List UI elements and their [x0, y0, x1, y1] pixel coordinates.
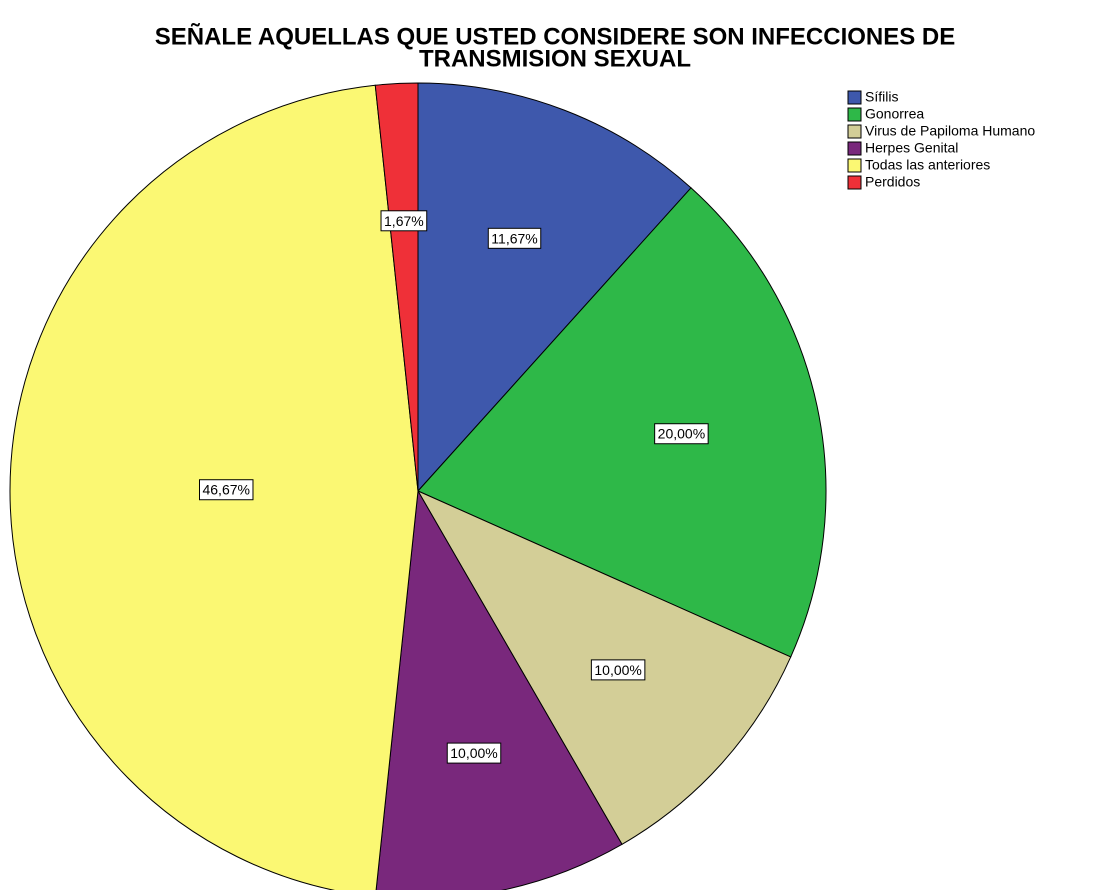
data-label: 10,00% [594, 662, 641, 678]
data-label-box [380, 210, 428, 232]
data-label-box [487, 227, 542, 249]
pie-slice [374, 82, 419, 492]
data-label: 10,00% [450, 745, 497, 761]
legend-label: Sífilis [865, 89, 898, 105]
data-label-box [590, 659, 646, 681]
legend-swatch [847, 124, 862, 139]
legend-label: Herpes Genital [865, 140, 958, 156]
data-label: 11,67% [491, 230, 537, 246]
data-label: 20,00% [658, 426, 705, 442]
data-label-box [654, 423, 709, 445]
chart-title: SEÑALE AQUELLAS QUE USTED CONSIDERE SON … [155, 22, 956, 50]
legend-swatch [847, 90, 862, 105]
pie-slice [417, 82, 692, 493]
pie-slice [375, 489, 623, 890]
chart-title: TRANSMISION SEXUAL [419, 45, 691, 72]
legend-label: Perdidos [865, 174, 920, 190]
data-label-box [198, 479, 254, 501]
legend-swatch [847, 175, 862, 190]
pie-slice [417, 187, 827, 658]
data-label: 1,67% [384, 213, 424, 229]
legend-swatch [847, 141, 862, 156]
legend-label: Gonorrea [865, 106, 924, 122]
legend-label: Todas las anteriores [865, 157, 990, 173]
data-label: 46,67% [202, 482, 249, 498]
legend-label: Virus de Papiloma Humano [865, 123, 1035, 139]
data-label-box [446, 742, 502, 764]
legend-swatch [847, 158, 862, 173]
legend-swatch [847, 107, 862, 122]
